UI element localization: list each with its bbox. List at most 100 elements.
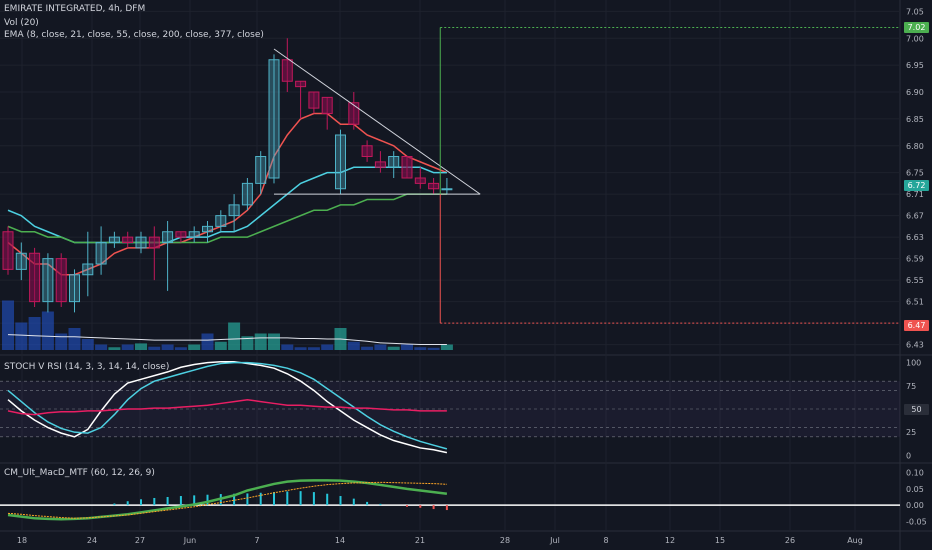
macd-hist-bar	[233, 493, 236, 506]
volume-bar	[148, 346, 161, 350]
axes: 7.05 7.00 6.95 6.90 6.85 6.80 6.75 6.71 6.67 6.63…	[17, 7, 927, 545]
macd-hist-bar	[326, 493, 329, 506]
volume-bar	[414, 347, 427, 350]
candle-body	[228, 204, 240, 217]
volume-bar	[41, 311, 54, 350]
candle-body	[361, 145, 373, 157]
volume-legend: Vol (20)	[4, 18, 39, 28]
time-tick-label: 12	[665, 536, 675, 545]
volume-bar	[228, 322, 241, 350]
volume-bar	[121, 344, 134, 350]
ema-line	[7, 193, 447, 244]
high-target-tag: 7.02	[904, 22, 929, 33]
candle-body	[215, 215, 227, 227]
macd-hist-bar	[352, 498, 355, 506]
candle-body	[255, 156, 267, 184]
volume-bar	[135, 343, 147, 350]
price-tick-label: 6.51	[906, 298, 924, 307]
candle-body	[162, 231, 174, 243]
candle-body	[135, 236, 147, 249]
price-tick-label: 6.80	[906, 142, 924, 151]
volume-bar	[188, 344, 201, 350]
price-tick-label: 6.63	[906, 233, 924, 242]
volume-bar	[81, 339, 94, 350]
candle-body	[202, 225, 213, 233]
candle-body	[2, 231, 14, 270]
stoch-legend: STOCH V RSI (14, 3, 3, 14, 14, close)	[4, 362, 170, 372]
volume-bar	[347, 341, 360, 350]
price-pane[interactable]	[2, 27, 900, 351]
volume-bar	[374, 344, 387, 350]
macd-hist-bar	[179, 496, 182, 506]
stoch-tick-label: 0	[906, 451, 911, 460]
time-tick-label: Jul	[549, 536, 560, 545]
macd-hist-bar	[166, 497, 169, 506]
candle-body	[175, 231, 187, 238]
macd-hist-bar	[445, 505, 448, 511]
volume-bar	[28, 317, 41, 350]
price-tick-label: 6.59	[906, 255, 924, 264]
volume-bar	[387, 346, 400, 350]
time-tick-label: 27	[135, 536, 145, 545]
volume-bar	[95, 344, 108, 350]
volume-bar	[307, 347, 320, 350]
macd-hist-bar	[259, 492, 262, 506]
macd-hist-bar	[406, 505, 408, 507]
candle-body	[348, 102, 360, 125]
macd-hist-bar	[312, 492, 315, 506]
macd-hist-bar	[299, 491, 302, 506]
macd-pane[interactable]	[0, 479, 900, 521]
macd-tick-label: 0.05	[906, 485, 924, 494]
macd-hist-bar	[273, 492, 275, 506]
price-tick-label: 6.85	[906, 115, 924, 124]
candle-body	[108, 236, 120, 243]
time-tick-label: 21	[415, 536, 425, 545]
macd-hist-bar	[366, 501, 369, 506]
candle-body	[29, 252, 41, 303]
stoch-tick-label: 75	[906, 382, 916, 391]
ema-line	[7, 112, 448, 276]
time-tick-label: 28	[500, 536, 510, 545]
price-tick-label: 6.75	[906, 169, 924, 178]
candle-body	[241, 182, 253, 206]
volume-bar	[214, 341, 227, 350]
stoch-mid-tag: 50	[904, 404, 929, 415]
volume-bar	[401, 344, 413, 350]
candle-body	[122, 236, 134, 243]
macd-tick-label: 0.10	[906, 469, 924, 478]
volume-bar	[68, 328, 81, 350]
price-tick-label: 7.05	[906, 7, 924, 16]
candle-body	[414, 177, 426, 184]
time-tick-label: 7	[254, 536, 259, 545]
time-tick-label: 24	[87, 536, 97, 545]
candle-body	[82, 263, 94, 276]
stoch-rsi-pane[interactable]	[0, 360, 900, 454]
stoch-line	[7, 361, 448, 450]
time-tick-label: 8	[603, 536, 608, 545]
low-target-tag: 6.47	[904, 320, 929, 331]
candle-body	[268, 59, 280, 179]
macd-line	[7, 481, 447, 519]
volume-bar	[241, 336, 254, 350]
volume-bar	[174, 347, 187, 350]
volume-bar	[161, 344, 174, 350]
volume-bar	[321, 344, 334, 350]
candle-body	[55, 258, 67, 303]
time-tick-label: 18	[17, 536, 27, 545]
macd-hist-bar	[126, 501, 129, 506]
candle-body	[388, 156, 400, 168]
volume-ma-line	[7, 334, 447, 345]
candle-body	[428, 182, 440, 190]
price-tick-label: 6.90	[906, 88, 924, 97]
time-tick-label: Jun	[183, 536, 197, 545]
candle-body	[321, 96, 333, 114]
price-tick-label: 7.00	[906, 34, 924, 43]
stoch-tick-label: 100	[906, 359, 921, 368]
symbol-legend: EMIRATE INTEGRATED, 4h, DFM	[4, 4, 146, 14]
time-tick-label: 15	[715, 536, 725, 545]
time-tick-label: 26	[785, 536, 795, 545]
volume-bar	[254, 333, 267, 350]
ema-legend: EMA (8, close, 21, close, 55, close, 200…	[4, 30, 264, 40]
volume-bar	[55, 333, 68, 350]
